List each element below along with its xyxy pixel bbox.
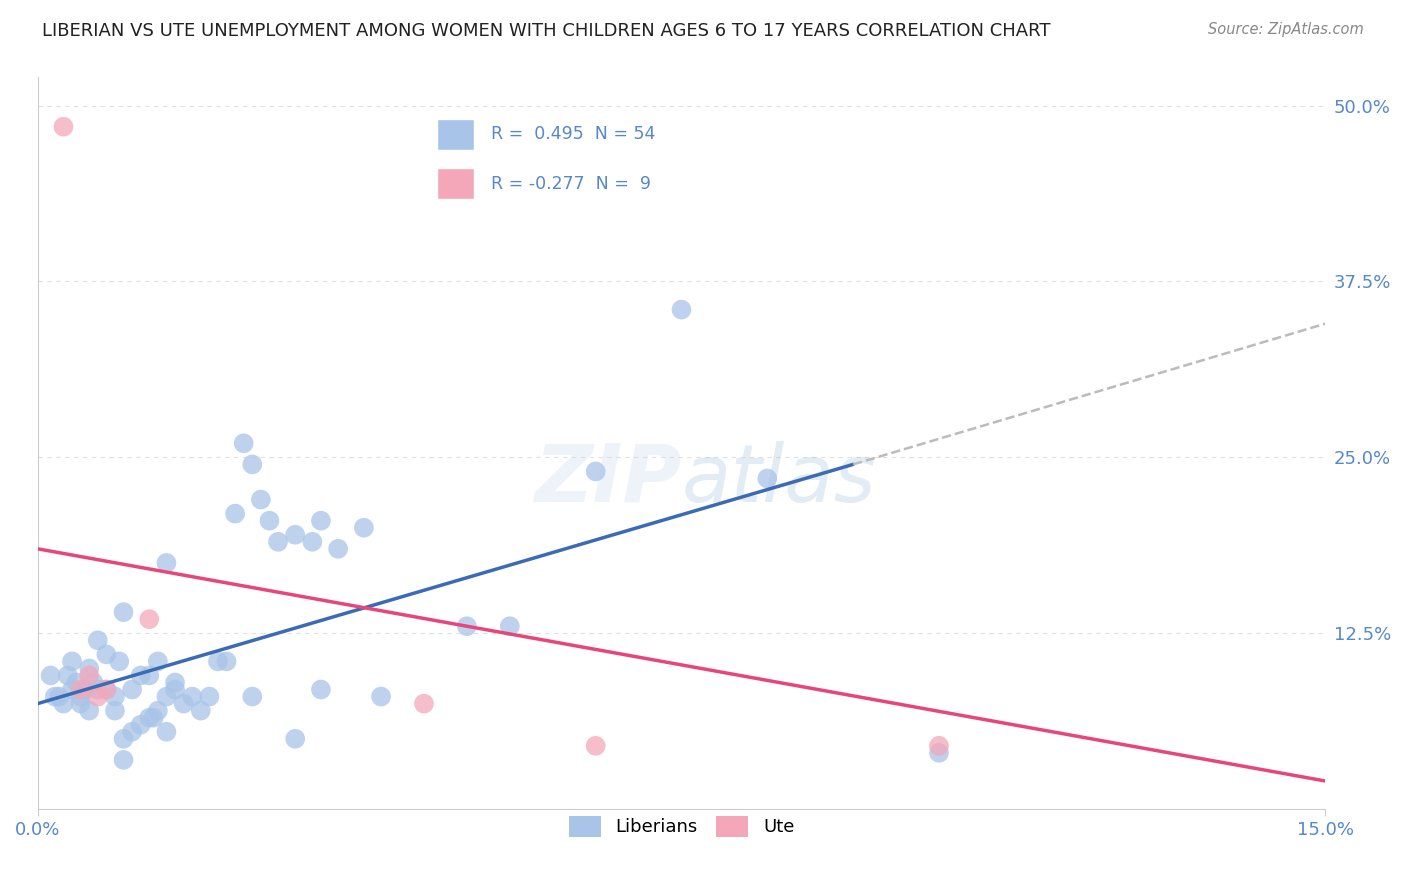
Point	[353, 521, 375, 535]
Point	[87, 690, 110, 704]
Point	[456, 619, 478, 633]
Legend: Liberians, Ute: Liberians, Ute	[561, 809, 801, 844]
Point	[309, 682, 332, 697]
Point	[215, 654, 238, 668]
Point	[585, 739, 607, 753]
Point	[301, 534, 323, 549]
Point	[52, 697, 75, 711]
Point	[77, 668, 100, 682]
Text: LIBERIAN VS UTE UNEMPLOYMENT AMONG WOMEN WITH CHILDREN AGES 6 TO 17 YEARS CORREL: LIBERIAN VS UTE UNEMPLOYMENT AMONG WOMEN…	[42, 22, 1050, 40]
Point	[240, 690, 263, 704]
Point	[756, 471, 779, 485]
Point	[44, 690, 66, 704]
Point	[232, 436, 254, 450]
Point	[240, 458, 263, 472]
Point	[96, 682, 118, 697]
Point	[138, 668, 160, 682]
Point	[104, 704, 127, 718]
Point	[259, 514, 281, 528]
Point	[309, 514, 332, 528]
Point	[112, 731, 135, 746]
Point	[112, 605, 135, 619]
Point	[69, 697, 91, 711]
Point	[671, 302, 693, 317]
Point	[108, 654, 131, 668]
Point	[499, 619, 522, 633]
Point	[82, 675, 104, 690]
Point	[928, 739, 950, 753]
Point	[65, 675, 87, 690]
Point	[155, 690, 177, 704]
Point	[121, 724, 143, 739]
Text: ZIP: ZIP	[534, 441, 682, 519]
Point	[155, 556, 177, 570]
Point	[207, 654, 229, 668]
Point	[87, 682, 110, 697]
Point	[224, 507, 246, 521]
Point	[142, 711, 165, 725]
Text: atlas: atlas	[682, 441, 876, 519]
Point	[138, 711, 160, 725]
Point	[190, 704, 212, 718]
Point	[77, 704, 100, 718]
Point	[87, 633, 110, 648]
Point	[413, 697, 436, 711]
Point	[121, 682, 143, 697]
Point	[60, 654, 83, 668]
Point	[56, 668, 79, 682]
Point	[267, 534, 290, 549]
Point	[146, 654, 169, 668]
Point	[284, 731, 307, 746]
Point	[129, 668, 152, 682]
Point	[69, 690, 91, 704]
Point	[250, 492, 273, 507]
Point	[96, 648, 118, 662]
Point	[163, 675, 186, 690]
Point	[112, 753, 135, 767]
Point	[155, 724, 177, 739]
Point	[173, 697, 195, 711]
Point	[77, 661, 100, 675]
Point	[52, 120, 75, 134]
Point	[163, 682, 186, 697]
Text: Source: ZipAtlas.com: Source: ZipAtlas.com	[1208, 22, 1364, 37]
Point	[69, 682, 91, 697]
Point	[48, 690, 70, 704]
Point	[198, 690, 221, 704]
Point	[928, 746, 950, 760]
Point	[60, 682, 83, 697]
Point	[284, 527, 307, 541]
Point	[129, 717, 152, 731]
Point	[104, 690, 127, 704]
Point	[146, 704, 169, 718]
Point	[73, 682, 96, 697]
Point	[96, 682, 118, 697]
Point	[585, 465, 607, 479]
Point	[181, 690, 204, 704]
Point	[39, 668, 62, 682]
Point	[370, 690, 392, 704]
Point	[326, 541, 349, 556]
Point	[138, 612, 160, 626]
